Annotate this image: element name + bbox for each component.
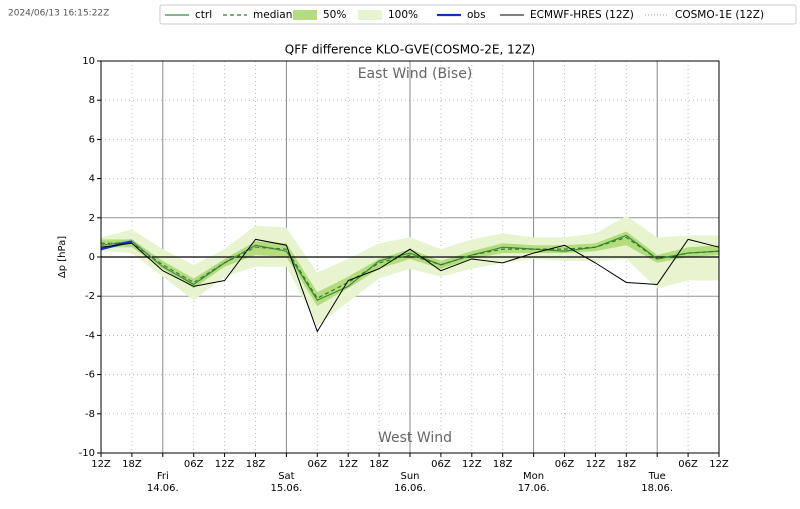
x-tick-label: 15.06. [270, 483, 302, 494]
x-tick-label: Sat [278, 471, 294, 482]
x-tick-label: 14.06. [147, 483, 179, 494]
legend-box [159, 4, 797, 25]
x-tick-label: 18Z [617, 459, 637, 470]
legend-label: ctrl [195, 9, 212, 21]
y-axis-label: Δp [hPa] [57, 236, 68, 278]
x-tick-label: 18Z [246, 459, 266, 470]
x-tick-label: 06Z [308, 459, 328, 470]
x-tick-label: 16.06. [394, 483, 426, 494]
x-tick-label: Sun [400, 471, 419, 482]
x-tick-label: 18Z [122, 459, 142, 470]
legend-label: 100% [388, 9, 418, 21]
legend-label: 50% [323, 9, 346, 21]
annotation: East Wind (Bise) [358, 66, 473, 82]
x-tick-label: Tue [648, 471, 666, 482]
x-tick-label: 06Z [678, 459, 698, 470]
y-tick-label: -10 [79, 448, 95, 459]
x-tick-label: 18Z [493, 459, 513, 470]
y-tick-label: 2 [89, 213, 95, 224]
timestamp: 2024/06/13 16:15:22Z [8, 9, 109, 19]
y-tick-label: -8 [85, 409, 95, 420]
x-tick-label: 06Z [184, 459, 204, 470]
legend-swatch [293, 10, 317, 20]
legend-label: COSMO-1E (12Z) [675, 9, 764, 21]
x-tick-label: 12Z [338, 459, 358, 470]
y-tick-label: 6 [89, 134, 95, 145]
x-tick-label: 12Z [215, 459, 235, 470]
x-tick-label: Mon [523, 471, 544, 482]
y-tick-label: -2 [85, 291, 95, 302]
x-tick-label: 18.06. [641, 483, 673, 494]
chart-title: QFF difference KLO-GVE(COSMO-2E, 12Z) [285, 43, 536, 57]
y-tick-label: 0 [89, 252, 95, 263]
x-tick-label: 18Z [369, 459, 389, 470]
y-tick-label: 10 [82, 56, 95, 67]
legend-swatch [358, 10, 382, 20]
x-tick-label: 17.06. [518, 483, 550, 494]
line [100, 238, 720, 333]
x-tick-label: Fri [157, 471, 169, 482]
x-tick-label: 12Z [91, 459, 111, 470]
legend-label: ECMWF-HRES (12Z) [530, 9, 634, 21]
x-tick-label: 12Z [709, 459, 729, 470]
legend-label: obs [467, 9, 486, 21]
line [100, 234, 720, 301]
y-tick-label: -4 [85, 330, 95, 341]
y-tick-label: 4 [89, 174, 95, 185]
x-tick-label: 06Z [555, 459, 575, 470]
x-tick-label: 12Z [586, 459, 606, 470]
plot-frame [100, 60, 720, 454]
x-tick-label: 06Z [431, 459, 451, 470]
y-tick-label: -6 [85, 370, 95, 381]
annotation: West Wind [378, 430, 452, 446]
legend-label: median [253, 9, 292, 21]
band [101, 231, 719, 306]
line [101, 236, 720, 299]
y-tick-label: 8 [89, 95, 95, 106]
x-tick-label: 12Z [462, 459, 482, 470]
